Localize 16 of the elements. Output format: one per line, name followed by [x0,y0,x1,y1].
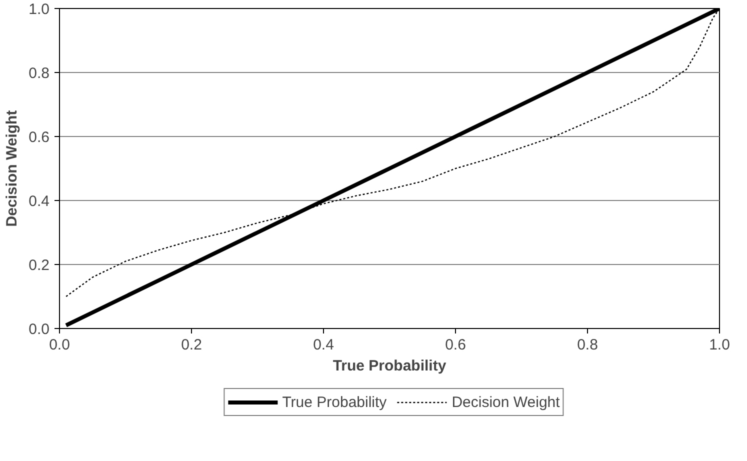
y-tick-label: 0.6 [28,129,50,146]
x-tick-label: 0.4 [313,336,334,354]
x-axis-title: True Probability [332,358,447,374]
x-tick-label: 0.2 [181,336,202,354]
y-axis-title: Decision Weight [4,110,21,227]
x-tick-label: 0.6 [445,336,466,354]
y-tick-label: 0.2 [28,257,50,274]
legend-label: True Probability [282,394,387,410]
legend-label: Decision Weight [452,394,560,410]
y-tick-label: 0.8 [28,65,50,82]
x-tick-label: 0.0 [49,336,70,354]
y-tick-label: 0.4 [28,193,50,210]
y-tick-label: 1.0 [28,1,50,18]
x-tick-label: 0.8 [577,336,598,354]
x-tick-label: 1.0 [709,336,730,354]
y-tick-label: 0.0 [28,321,50,338]
